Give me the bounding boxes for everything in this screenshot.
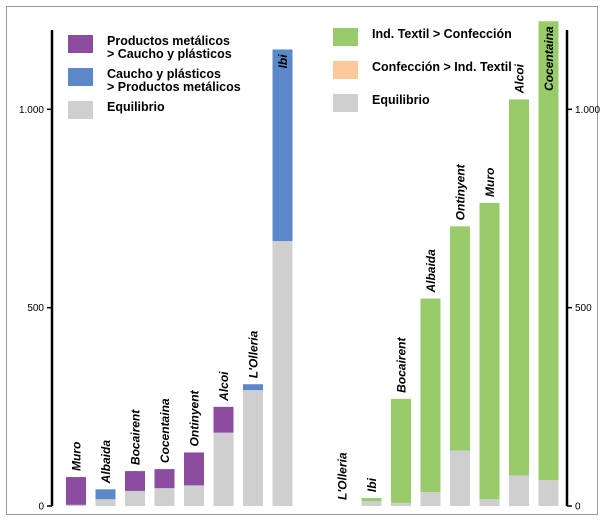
- bar-segment: [184, 485, 204, 506]
- y-tick-label: 500: [575, 303, 592, 314]
- legend-label: > Caucho y plásticos: [107, 47, 232, 61]
- category-label: Ibi: [276, 54, 290, 69]
- bar-segment: [213, 406, 234, 433]
- legend-swatch: [68, 101, 93, 119]
- category-label: L'Olleria: [336, 452, 350, 500]
- bar-segment: [509, 99, 529, 476]
- bar-segment: [479, 202, 500, 500]
- y-tick-label: 500: [27, 303, 44, 314]
- category-label: Muro: [483, 168, 497, 197]
- bar-segment: [66, 477, 86, 505]
- category-label: Bocairent: [129, 409, 143, 465]
- category-label: Muro: [70, 442, 84, 471]
- chart-1: 0 500 1.000 Muro Albaida Bocairent Cocentaina O…: [19, 30, 293, 513]
- bar-segment: [420, 492, 441, 506]
- category-label: Alcoi: [513, 63, 527, 94]
- category-label: Alcoi: [217, 371, 231, 402]
- y-tick-label: 0: [38, 502, 44, 513]
- legend-swatch: [333, 61, 358, 79]
- legend-label: Caucho y plásticos: [107, 67, 221, 81]
- category-label: Ontinyent: [454, 163, 468, 220]
- bar-segment: [66, 504, 86, 506]
- legend-label: Productos metálicos: [107, 34, 230, 48]
- category-label: Ontinyent: [188, 389, 202, 446]
- figure-frame: [6, 6, 598, 515]
- bar-segment: [243, 390, 263, 506]
- bar-segment: [272, 241, 293, 506]
- bar-segment: [391, 502, 411, 506]
- legend-label: > Productos metálicos: [107, 80, 241, 94]
- bar-segment: [243, 384, 263, 391]
- y-tick-label: 1.000: [19, 105, 44, 116]
- bar-segment: [154, 488, 175, 506]
- legend-swatch: [68, 68, 93, 86]
- bar-segment: [95, 499, 116, 506]
- y-tick-label: 1.000: [575, 105, 600, 116]
- bar-segment: [154, 469, 175, 489]
- legend-label: Equilibrio: [107, 100, 165, 114]
- category-label: L'Olleria: [247, 330, 261, 378]
- bar-segment: [509, 475, 529, 506]
- category-label: Cocentaina: [158, 398, 172, 463]
- bar-segment: [95, 489, 116, 500]
- y-tick-label: 0: [575, 502, 581, 513]
- category-label: Cocentaina: [542, 26, 556, 91]
- bar-segment: [184, 452, 204, 486]
- bar-segment: [391, 398, 411, 503]
- bar-segment: [420, 298, 441, 493]
- bar-segment: [479, 499, 500, 506]
- bar-segment: [213, 432, 234, 506]
- bar-segment: [125, 490, 145, 506]
- legend-label: Confección > Ind. Textil: [372, 60, 512, 74]
- bar-segment: [361, 501, 382, 506]
- bar-segment: [272, 49, 293, 242]
- bar-segment: [450, 450, 470, 506]
- category-label: Albaida: [424, 249, 438, 294]
- legend-label: Equilibrio: [372, 93, 430, 107]
- legend-swatch: [333, 94, 358, 112]
- category-label: Albaida: [99, 440, 113, 485]
- bar-segment: [538, 21, 559, 481]
- category-label: Bocairent: [395, 337, 409, 393]
- chart-2: 0 500 1.000 L'Olleria Ibi Bocairent Albaida Ont…: [333, 21, 600, 513]
- bar-segment: [361, 498, 382, 502]
- legend-swatch: [68, 35, 93, 53]
- legend-swatch: [333, 28, 358, 46]
- bar-segment: [450, 226, 470, 451]
- bar-segment: [538, 480, 559, 506]
- bar-segment: [125, 471, 145, 491]
- legend-label: Ind. Textil > Confección: [372, 27, 512, 41]
- category-label: Ibi: [365, 477, 379, 492]
